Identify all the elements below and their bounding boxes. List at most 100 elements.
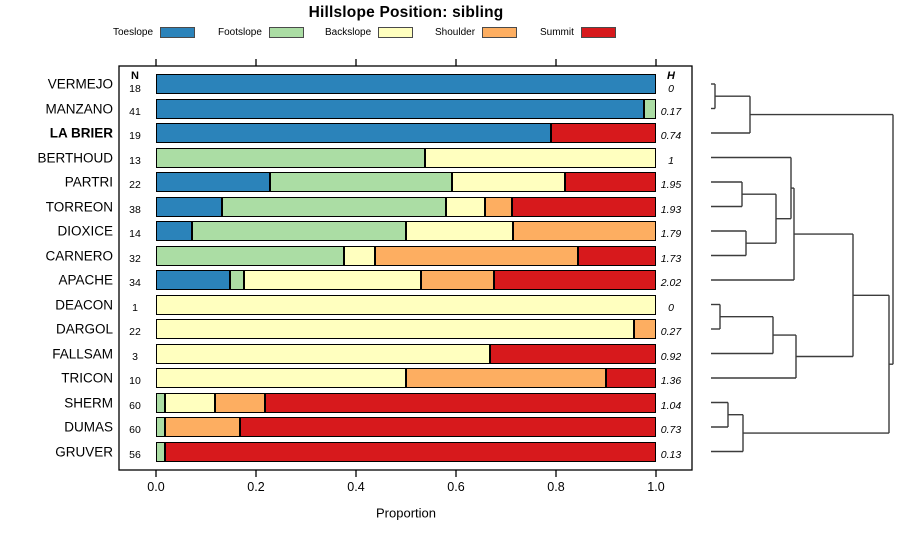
row-label: TRICON	[61, 370, 113, 386]
n-value: 10	[129, 375, 141, 387]
n-value: 3	[132, 350, 138, 363]
bar-segment-summit	[165, 441, 656, 462]
bar-segment-footslope	[156, 417, 165, 437]
chart-title: Hillslope Position: sibling	[308, 4, 504, 21]
bar-segment-backslope	[406, 221, 513, 241]
n-value: 60	[129, 399, 141, 412]
bar-segment-toeslope	[156, 74, 656, 94]
n-value: 22	[129, 179, 141, 191]
bar-segment-summit	[494, 270, 656, 290]
bar-segment-footslope	[191, 221, 406, 241]
n-value: 60	[129, 424, 141, 436]
bar-segment-toeslope	[156, 196, 222, 217]
bar-segment-shoulder	[420, 270, 494, 290]
bar-segment-toeslope	[156, 270, 230, 290]
bar-segment-footslope	[644, 98, 656, 119]
bar-segment-shoulder	[164, 417, 240, 437]
bar-segment-backslope	[156, 319, 634, 339]
x-tick-label: 0.6	[447, 480, 465, 494]
bar-segment-backslope	[156, 294, 656, 315]
legend-item-toeslope: Toeslope	[113, 25, 196, 39]
bar-segment-backslope	[156, 368, 406, 388]
row-label: APACHE	[58, 272, 113, 288]
row-label: CARNERO	[45, 248, 113, 263]
legend-item-footslope: Footslope	[218, 25, 304, 39]
row-label: LA BRIER	[49, 125, 113, 141]
legend-label: Toeslope	[113, 26, 154, 38]
x-axis-title: Proportion	[376, 505, 436, 521]
bar-segment-backslope	[156, 343, 490, 364]
legend-item-shoulder: Shoulder	[435, 25, 518, 39]
row-label: DARGOL	[55, 321, 113, 337]
legend-swatch	[580, 26, 616, 38]
bar-segment-footslope	[156, 392, 165, 413]
bar-segment-footslope	[222, 196, 446, 217]
n-value: 14	[129, 228, 141, 240]
h-value: 0.13	[660, 448, 682, 461]
bar-segment-summit	[565, 172, 656, 192]
legend-swatch	[268, 26, 304, 38]
bar-segment-shoulder	[485, 196, 512, 217]
legend-item-summit: Summit	[540, 25, 616, 39]
n-value: 56	[129, 448, 141, 461]
x-tick-label: 0.8	[547, 480, 565, 494]
bar-segment-shoulder	[633, 319, 656, 339]
h-column-header: H	[667, 70, 675, 82]
n-value: 19	[129, 130, 141, 142]
row-label: SHERM	[64, 395, 113, 410]
legend-label: Backslope	[325, 26, 372, 38]
n-value: 22	[129, 326, 141, 338]
x-tick-label: 0.0	[147, 480, 165, 494]
n-value: 1	[132, 301, 138, 314]
h-value: 0.17	[660, 105, 682, 118]
bar-segment-summit	[606, 368, 656, 388]
row-label: FALLSAM	[52, 346, 113, 361]
row-label: PARTRI	[64, 174, 113, 190]
bar-segment-footslope	[156, 245, 344, 266]
legend-swatch	[378, 26, 414, 38]
x-tick-label: 1.0	[647, 480, 665, 494]
h-value: 1.04	[660, 399, 682, 412]
bar-segment-summit	[550, 123, 656, 143]
x-tick-label: 0.2	[247, 480, 265, 494]
row-label: DIOXICE	[57, 223, 113, 239]
bar-segment-backslope	[244, 270, 421, 290]
n-value: 18	[129, 83, 141, 95]
bar-segment-summit	[264, 392, 656, 413]
n-value: 13	[129, 154, 141, 167]
bar-segment-toeslope	[156, 172, 270, 192]
row-label: VERMEJO	[47, 76, 113, 92]
bar-segment-backslope	[164, 392, 215, 413]
bar-segment-shoulder	[214, 392, 265, 413]
legend-swatch	[160, 26, 196, 38]
row-label: MANZANO	[45, 101, 114, 116]
row-label: GRUVER	[55, 444, 113, 459]
row-label: DEACON	[55, 297, 113, 312]
h-value: 0	[668, 301, 674, 314]
n-column-header: N	[131, 70, 139, 82]
row-label: DUMAS	[64, 419, 113, 435]
bar-segment-toeslope	[156, 221, 192, 241]
n-value: 32	[129, 252, 141, 265]
bar-segment-shoulder	[406, 368, 606, 388]
h-value: 0.92	[660, 350, 682, 363]
bar-segment-summit	[489, 343, 656, 364]
h-value: 0.73	[660, 424, 682, 436]
bar-segment-toeslope	[156, 123, 551, 143]
bar-segment-backslope	[343, 245, 375, 266]
bar-segment-backslope	[451, 172, 565, 192]
bar-segment-backslope	[445, 196, 485, 217]
bar-segment-footslope	[156, 441, 165, 462]
legend-item-backslope: Backslope	[325, 25, 414, 39]
h-value: 2.02	[660, 277, 682, 289]
legend-swatch	[482, 26, 518, 38]
h-value: 0.74	[660, 130, 682, 142]
bar-segment-shoulder	[375, 245, 578, 266]
row-label: TORREON	[45, 199, 113, 214]
h-value: 1.79	[660, 228, 682, 240]
row-label: BERTHOUD	[37, 150, 113, 165]
h-value: 1	[668, 154, 674, 167]
legend-label: Shoulder	[435, 26, 476, 38]
h-value: 0.27	[660, 326, 682, 338]
